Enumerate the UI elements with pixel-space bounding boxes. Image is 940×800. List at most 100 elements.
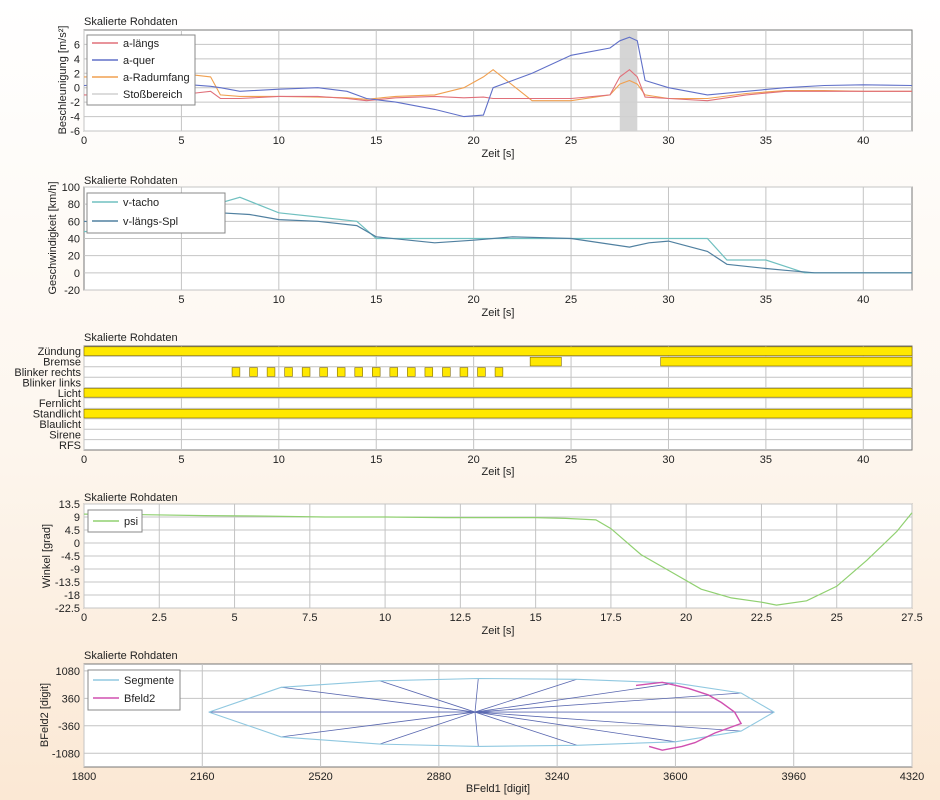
y-tick-label: 40 — [68, 234, 80, 246]
x-tick-label: 7.5 — [302, 612, 317, 624]
y-tick-label: 1080 — [56, 666, 80, 678]
signal-label: Fernlicht — [39, 398, 81, 410]
y-tick-label: 2 — [74, 68, 80, 80]
panel-signals: Skalierte Rohdaten 0 5 10 15 20 25 30 35 40 Zündu… — [14, 332, 913, 478]
y-tick-label: -18 — [64, 590, 80, 602]
segment-spoke — [281, 686, 476, 713]
y-tick-label: 9 — [74, 512, 80, 524]
signal-bar — [266, 367, 276, 377]
signal-label: Blaulicht — [39, 419, 81, 431]
x-tick-label: 20 — [468, 454, 480, 466]
x-tick-label: 5 — [178, 135, 184, 147]
x-tick-label: 10 — [379, 612, 391, 624]
y-tick-label: 0 — [74, 83, 80, 95]
legend-label-psi: psi — [124, 516, 138, 528]
x-tick-label: 30 — [662, 454, 674, 466]
segment-spoke — [474, 678, 577, 713]
panel-speed-legend-box — [86, 192, 226, 234]
x-tick-label: 27.5 — [901, 612, 922, 624]
series-a-quer — [83, 36, 913, 118]
legend-label-segmente: Segmente — [124, 675, 174, 687]
x-tick-label: 25 — [565, 135, 577, 147]
y-tick-label: -1080 — [52, 748, 80, 760]
x-tick-label: 10 — [273, 135, 285, 147]
signal-label: Standlicht — [33, 409, 81, 421]
signal-bar — [372, 367, 381, 377]
panel-bfield-grid — [83, 664, 913, 767]
x-tick-label: 20 — [468, 135, 480, 147]
panel-acceleration-title: Skalierte Rohdaten — [84, 16, 178, 28]
panel-bfield-ylabel: BFeld2 [digit] — [39, 683, 51, 747]
panel-angle-marks — [83, 512, 913, 606]
signal-label: Zündung — [38, 346, 81, 358]
segment-spoke — [281, 711, 476, 738]
panel-acceleration-ticks: 0 5 10 15 20 25 30 35 40 -6 -4 -2 0 2 4 6 — [70, 39, 869, 147]
signal-label: Blinker links — [22, 377, 81, 389]
signal-bar — [83, 388, 913, 398]
signal-bar — [424, 367, 434, 377]
segment-spoke — [474, 678, 479, 713]
y-tick-label: 6 — [74, 39, 80, 51]
y-tick-label: -6 — [70, 126, 80, 138]
legend-label-v-laengs-spl: v-längs-Spl — [123, 216, 178, 228]
panel-acceleration: Skalierte Rohdaten 0 5 10 15 20 25 30 35 40-6-4-… — [57, 16, 913, 160]
segment-spoke — [474, 682, 676, 713]
y-tick-label: 80 — [68, 199, 80, 211]
x-tick-label: 0 — [81, 612, 87, 624]
panel-bfield-ticks: 1800 2160 2520 2880 3240 3600 3960 4320 -1080 -36… — [52, 666, 924, 783]
signal-bar — [249, 367, 258, 377]
x-tick-label: 30 — [662, 135, 674, 147]
panel-angle-ylabel: Winkel [grad] — [41, 524, 53, 588]
x-tick-label: 5 — [178, 454, 184, 466]
y-tick-label: -22.5 — [55, 603, 80, 615]
y-tick-label: 0 — [74, 538, 80, 550]
panel-angle-legend: psi — [87, 509, 143, 533]
x-tick-label: 30 — [662, 294, 674, 306]
panel-bfield: Skalierte Rohdaten 1800 2160 2520 2880 3240 3… — [39, 650, 924, 795]
legend-label-a-quer: a-quer — [123, 55, 155, 67]
x-tick-label: 10 — [273, 454, 285, 466]
signal-bar — [389, 367, 398, 377]
panel-bfield-xlabel: BFeld1 [digit] — [466, 783, 530, 795]
signal-bar — [529, 356, 562, 367]
x-tick-label: 1800 — [72, 771, 96, 783]
legend-label-bfeld2: Bfeld2 — [124, 693, 155, 705]
x-tick-label: 2160 — [190, 771, 214, 783]
signal-label: Licht — [58, 388, 81, 400]
series-bfeld2 — [635, 681, 743, 751]
x-tick-label: 2.5 — [152, 612, 167, 624]
y-tick-label: 60 — [68, 216, 80, 228]
x-tick-label: 20 — [680, 612, 692, 624]
signal-bar — [284, 367, 293, 377]
signal-bar — [336, 367, 346, 377]
x-tick-label: 0 — [81, 454, 87, 466]
signal-bar — [459, 367, 469, 377]
legend-label-v-tacho: v-tacho — [123, 197, 159, 209]
signal-bar — [354, 367, 363, 377]
signal-label: RFS — [59, 440, 81, 452]
y-tick-label: 360 — [62, 693, 80, 705]
signal-label: Blinker rechts — [14, 367, 81, 379]
x-tick-label: 20 — [468, 294, 480, 306]
x-tick-label: 3240 — [545, 771, 569, 783]
segment-spoke — [379, 680, 476, 713]
legend-label-a-laengs: a-längs — [123, 38, 160, 50]
series-a-radumfang — [84, 69, 912, 102]
segment-spoke — [474, 711, 676, 743]
panel-angle: Skalierte Rohdaten 0 2.5 5 7.5 10 12.5 15 17.5 2… — [41, 492, 923, 637]
y-tick-label: 4 — [74, 54, 80, 66]
x-tick-label: 0 — [81, 135, 87, 147]
x-tick-label: 22.5 — [751, 612, 772, 624]
panel-signals-xlabel: Zeit [s] — [481, 466, 514, 478]
panel-speed-xlabel: Zeit [s] — [481, 307, 514, 319]
panel-speed-ticks: 5 10 15 20 25 30 35 40 -20 0 20 40 60 80 100 — [62, 182, 870, 306]
panel-bfield-title: Skalierte Rohdaten — [84, 650, 178, 662]
y-tick-label: -2 — [70, 97, 80, 109]
signal-bar — [319, 367, 328, 377]
x-tick-label: 40 — [857, 294, 869, 306]
panel-acceleration-marks — [83, 30, 913, 131]
signal-bar — [407, 367, 416, 377]
y-tick-label: 100 — [62, 182, 80, 194]
x-tick-label: 15 — [370, 294, 382, 306]
